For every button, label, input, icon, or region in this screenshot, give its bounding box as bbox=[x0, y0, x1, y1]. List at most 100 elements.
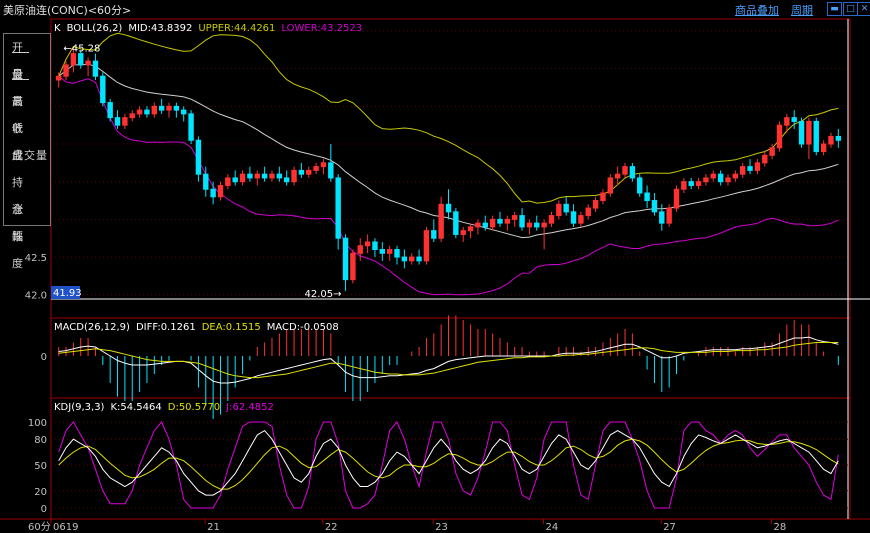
candle bbox=[254, 173, 260, 179]
candle bbox=[239, 173, 246, 183]
candle bbox=[467, 226, 474, 232]
low-price-annotation: 42.05→ bbox=[305, 289, 342, 300]
date-tick-label: 21 bbox=[207, 522, 220, 533]
candle bbox=[335, 177, 341, 239]
candle bbox=[261, 173, 268, 179]
candle bbox=[63, 64, 69, 77]
candle bbox=[519, 215, 525, 228]
candle bbox=[703, 177, 709, 183]
candle bbox=[622, 166, 628, 175]
kdj-tick-label: 50 bbox=[34, 461, 47, 472]
candle bbox=[600, 192, 606, 202]
period-button[interactable]: 周期 bbox=[791, 4, 813, 17]
candle bbox=[136, 109, 143, 115]
ohlc-high-label: 最 高 bbox=[12, 68, 29, 108]
ohlc-volume-label: 成交量 bbox=[12, 149, 48, 162]
candle bbox=[379, 249, 386, 254]
chart-header: 美原油连(CONC)<60分> 商品叠加 周期 ▬ □ ✕ bbox=[0, 0, 870, 18]
date-tick-label: 0619 bbox=[53, 522, 78, 533]
candle bbox=[813, 120, 819, 153]
add-instrument-button[interactable]: 商品叠加 bbox=[735, 4, 779, 17]
candle bbox=[445, 203, 452, 213]
candle bbox=[504, 218, 511, 224]
candle bbox=[291, 169, 297, 183]
date-tick-label: 28 bbox=[773, 522, 786, 533]
candle bbox=[158, 105, 165, 111]
candle bbox=[806, 120, 812, 145]
boll-legend-name: K bbox=[54, 23, 61, 34]
candle bbox=[203, 173, 209, 190]
candle bbox=[556, 203, 562, 217]
macd-legend-label: MACD(26,12,9) bbox=[54, 322, 130, 333]
ohlc-open-label: 开 盘 bbox=[12, 41, 29, 81]
price-tick-label: 42.0 bbox=[25, 291, 47, 302]
candle bbox=[181, 109, 187, 115]
candle bbox=[695, 181, 702, 186]
cursor-price-tag bbox=[51, 286, 80, 299]
boll-legend-upper: UPPER:44.4261 bbox=[198, 23, 275, 34]
candle bbox=[563, 203, 569, 213]
candle bbox=[607, 177, 614, 194]
candle bbox=[578, 215, 584, 224]
candle bbox=[585, 207, 591, 217]
candle bbox=[210, 188, 216, 198]
candle bbox=[673, 188, 680, 209]
candle bbox=[78, 53, 84, 66]
candle bbox=[195, 139, 202, 175]
candle bbox=[659, 211, 665, 224]
candle bbox=[475, 222, 481, 228]
instrument-title: 美原油连(CONC)<60分> bbox=[3, 4, 132, 17]
candle bbox=[364, 241, 371, 247]
candle bbox=[489, 218, 496, 228]
candle bbox=[534, 222, 540, 228]
kdj-d-line bbox=[58, 438, 839, 490]
kdj-tick-label: 80 bbox=[34, 435, 47, 446]
candle bbox=[386, 249, 393, 254]
candle bbox=[313, 166, 319, 171]
candle bbox=[423, 230, 430, 262]
x-axis-label: 60分 bbox=[28, 521, 51, 533]
minimize-icon[interactable]: ▬ bbox=[827, 2, 842, 16]
candle bbox=[541, 222, 547, 228]
candle bbox=[225, 177, 231, 186]
candle bbox=[166, 105, 172, 111]
candle bbox=[269, 173, 275, 179]
candle bbox=[614, 173, 621, 179]
boll-upper-line bbox=[58, 32, 839, 204]
candle bbox=[453, 211, 459, 235]
ohlc-close-label: 收 盘 bbox=[12, 122, 29, 162]
candle bbox=[717, 173, 724, 183]
date-tick-label: 27 bbox=[663, 522, 676, 533]
candle bbox=[747, 166, 753, 171]
candle bbox=[629, 166, 636, 179]
candle bbox=[320, 162, 327, 168]
candle bbox=[107, 102, 113, 119]
candle bbox=[526, 222, 533, 228]
kdj-tick-label: 0 bbox=[41, 504, 47, 515]
candle bbox=[666, 207, 672, 224]
candle bbox=[835, 135, 842, 141]
candle bbox=[762, 154, 768, 164]
kdj-legend-k: K:54.5464 bbox=[110, 402, 161, 413]
candle bbox=[732, 173, 739, 179]
candle bbox=[570, 211, 577, 224]
candle bbox=[114, 117, 121, 126]
candle bbox=[644, 192, 650, 202]
boll-legend-mid: MID:43.8392 bbox=[128, 23, 192, 34]
candle bbox=[306, 169, 312, 175]
candle bbox=[688, 181, 694, 186]
candle bbox=[217, 184, 224, 198]
date-tick-label: 23 bbox=[435, 522, 448, 533]
close-icon[interactable]: ✕ bbox=[857, 2, 870, 16]
candle bbox=[409, 256, 415, 262]
candle bbox=[784, 117, 790, 126]
candle bbox=[431, 230, 437, 239]
kdj-legend-label: KDJ(9,3,3) bbox=[54, 402, 105, 413]
candle bbox=[548, 215, 555, 224]
macd-legend-diff: DIFF:0.1261 bbox=[136, 322, 196, 333]
candle bbox=[144, 109, 150, 115]
candle bbox=[247, 173, 253, 179]
candle bbox=[276, 173, 283, 179]
macd-dea-line bbox=[58, 342, 839, 379]
